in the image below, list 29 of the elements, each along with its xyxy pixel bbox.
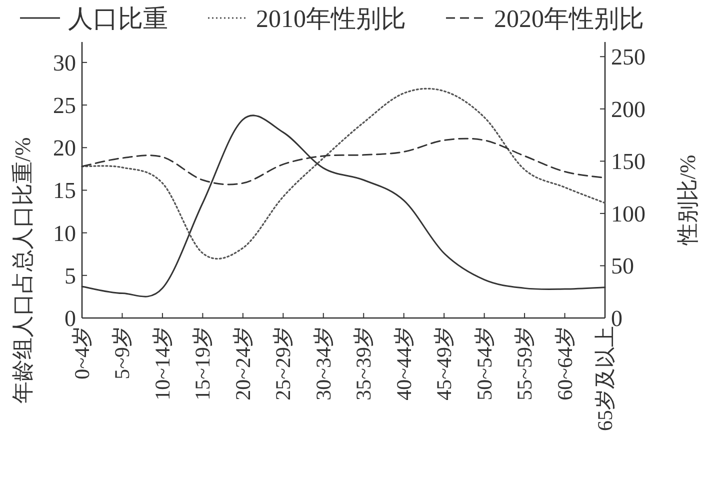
x-tick-label: 45~49岁 bbox=[432, 326, 456, 400]
legend-label: 人口比重 bbox=[68, 6, 168, 33]
x-tick-label: 35~39岁 bbox=[352, 326, 376, 400]
y2-axis-title: 性别比/% bbox=[675, 154, 700, 246]
x-tick-label: 10~14岁 bbox=[150, 326, 174, 400]
y-tick-label: 15 bbox=[53, 178, 76, 204]
y-tick-label: 25 bbox=[53, 93, 76, 118]
y2-tick-label: 50 bbox=[611, 254, 634, 279]
x-tick-label: 30~34岁 bbox=[311, 326, 336, 400]
y2-tick-label: 250 bbox=[611, 44, 646, 70]
y-tick-label: 10 bbox=[53, 220, 76, 246]
legend-label: 2020年性别比 bbox=[494, 6, 644, 33]
y2-tick-label: 200 bbox=[611, 96, 646, 122]
y-tick-label: 20 bbox=[53, 136, 76, 161]
x-tick-label: 5~9岁 bbox=[110, 326, 134, 380]
x-tick-label: 25~29岁 bbox=[271, 326, 296, 400]
x-tick-label: 40~44岁 bbox=[392, 326, 416, 400]
y-tick-label: 30 bbox=[53, 50, 76, 76]
x-tick-label: 60~64岁 bbox=[552, 326, 577, 400]
x-tick-label: 0~4岁 bbox=[70, 326, 94, 380]
x-tick-label: 55~59岁 bbox=[512, 326, 537, 400]
y-tick-label: 5 bbox=[64, 263, 76, 288]
x-tick-label: 20~24岁 bbox=[230, 326, 255, 400]
y2-tick-label: 100 bbox=[611, 201, 646, 226]
y2-tick-label: 150 bbox=[611, 149, 646, 174]
x-tick-label: 15~19岁 bbox=[190, 326, 215, 400]
y-axis-title: 年龄组人口占总人口比重/% bbox=[10, 137, 35, 404]
legend-label: 2010年性别比 bbox=[256, 6, 406, 33]
x-tick-label: 50~54岁 bbox=[472, 326, 496, 400]
